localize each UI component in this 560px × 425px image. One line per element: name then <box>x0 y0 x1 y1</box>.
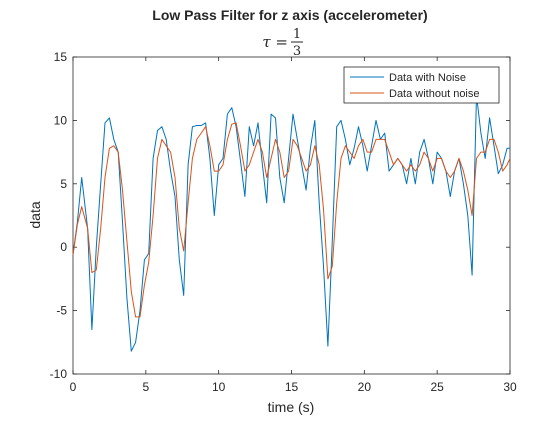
subtitle-denominator: 3 <box>293 44 301 59</box>
chart-title: Low Pass Filter for z axis (acceleromete… <box>152 7 427 23</box>
plot-area <box>72 56 511 375</box>
legend-box <box>343 66 500 104</box>
x-axis-label: time (s) <box>268 399 315 415</box>
y-tick-label: 15 <box>54 50 68 64</box>
x-tick-label: 25 <box>430 380 444 394</box>
x-tick-label: 30 <box>503 380 517 394</box>
x-tick-label: 10 <box>212 380 226 394</box>
series-line-noise <box>72 94 510 352</box>
x-tick-label: 15 <box>285 380 299 394</box>
y-tick-label: -5 <box>56 304 67 318</box>
y-axis-label: data <box>27 201 43 228</box>
y-tick-label: 10 <box>54 113 68 127</box>
y-tick-label: -10 <box>50 367 68 381</box>
subtitle-numerator: 1 <box>293 27 301 42</box>
chart-subtitle: τ = 1 3 <box>262 27 303 59</box>
series-lines <box>72 94 511 352</box>
subtitle-lhs: τ = <box>262 33 288 51</box>
y-tick-label: 0 <box>60 240 67 254</box>
legend-label-noise: Data with Noise <box>389 72 466 84</box>
x-tick-label: 20 <box>358 380 372 394</box>
series-line-filtered <box>72 122 511 318</box>
legend: Data with Noise Data without noise <box>343 66 500 104</box>
y-tick-label: 5 <box>60 177 67 191</box>
axis-ticks: 0 5 10 15 20 25 30 -10 -5 0 5 10 15 <box>50 50 517 394</box>
legend-label-filtered: Data without noise <box>389 88 480 100</box>
x-tick-label: 0 <box>70 380 77 394</box>
x-tick-label: 5 <box>142 380 149 394</box>
